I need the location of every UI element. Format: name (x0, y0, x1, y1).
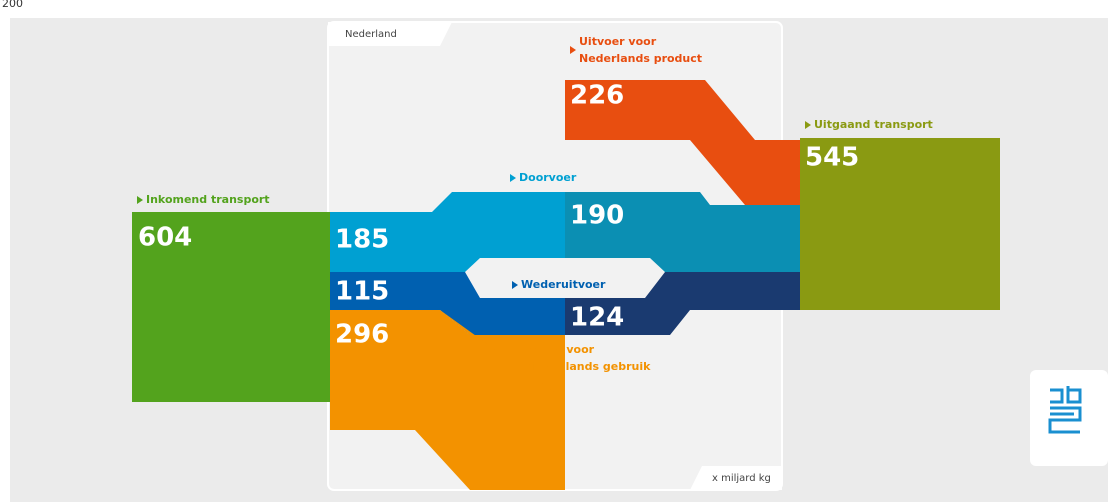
flow-label: Invoer voor (523, 343, 595, 356)
flow-value: 296 (335, 320, 389, 350)
flow-label: Uitgaand transport (814, 118, 933, 131)
flow-label: Inkomend transport (146, 193, 270, 206)
flow-value: 545 (805, 143, 859, 173)
reexport-out (565, 272, 800, 335)
logo (1048, 386, 1082, 434)
region-tab (328, 22, 452, 46)
arrow (570, 46, 576, 54)
region-label: Nederland (345, 29, 397, 40)
flow-label: Nederlands product (579, 52, 702, 65)
flow-value: 115 (335, 277, 389, 307)
flow-label: binnenlands gebruik (523, 360, 651, 373)
flow-value: 226 (570, 81, 624, 111)
flow-label: Doorvoer (519, 171, 577, 184)
import-slant (440, 310, 565, 400)
arrow (512, 281, 518, 289)
outgoing-block (800, 138, 1000, 310)
transit-out (565, 192, 800, 272)
transit-in (330, 192, 565, 272)
title: 200 (2, 0, 23, 10)
logo-box (1030, 370, 1108, 466)
flow-value: 190 (570, 201, 624, 231)
unit-label: x miljard kg (712, 473, 771, 484)
export-flow (565, 80, 800, 205)
flow-value: 124 (570, 303, 624, 333)
arrow (805, 121, 811, 129)
flow-label: Wederuitvoer (521, 278, 606, 291)
flow-value: 604 (138, 223, 192, 253)
incoming-block (132, 212, 330, 402)
flow-label: Uitvoer voor (579, 35, 657, 48)
arrow (514, 346, 520, 354)
flow-value: 185 (335, 225, 389, 255)
arrow (510, 174, 516, 182)
unit-tab (690, 466, 782, 490)
reexport-in (330, 272, 565, 335)
arrow (137, 196, 143, 204)
